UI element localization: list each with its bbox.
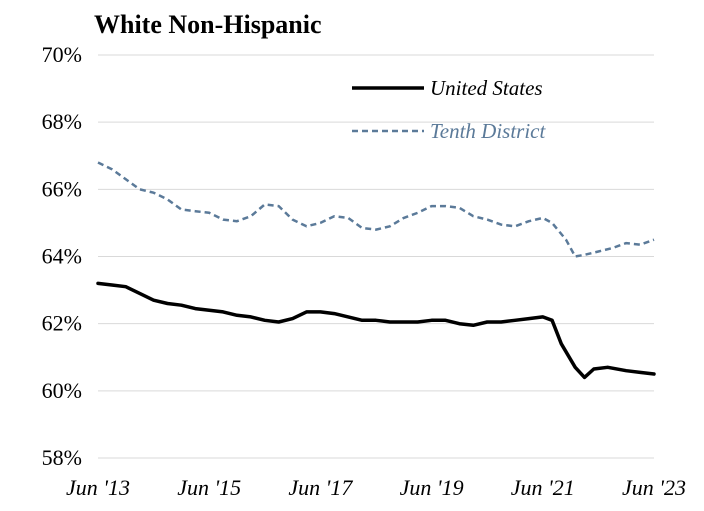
x-tick-label: Jun '19	[400, 475, 464, 500]
series-lines	[96, 161, 656, 380]
gridlines	[98, 54, 654, 459]
legend: United States Tenth District	[352, 76, 546, 143]
chart-title: White Non-Hispanic	[94, 10, 322, 39]
legend-label-0: United States	[430, 76, 543, 100]
series-line-0	[96, 281, 656, 380]
y-tick-label: 62%	[42, 311, 82, 336]
x-tick-label: Jun '13	[66, 475, 130, 500]
x-tick-label: Jun '15	[177, 475, 241, 500]
y-tick-label: 68%	[42, 109, 82, 134]
x-axis: Jun '13 Jun '15 Jun '17 Jun '19 Jun '21 Jun '…	[66, 475, 686, 500]
x-tick-label: Jun '23	[622, 475, 686, 500]
x-tick-label: Jun '17	[288, 475, 353, 500]
y-tick-label: 58%	[42, 445, 82, 470]
y-tick-label: 64%	[42, 244, 82, 269]
series-line-1	[97, 161, 655, 258]
y-axis: 58% 60% 62% 64% 66% 68% 70%	[42, 42, 82, 470]
y-tick-label: 66%	[42, 176, 82, 201]
y-tick-label: 60%	[42, 378, 82, 403]
y-tick-label: 70%	[42, 42, 82, 67]
x-tick-label: Jun '21	[511, 475, 575, 500]
legend-label-1: Tenth District	[430, 119, 546, 143]
